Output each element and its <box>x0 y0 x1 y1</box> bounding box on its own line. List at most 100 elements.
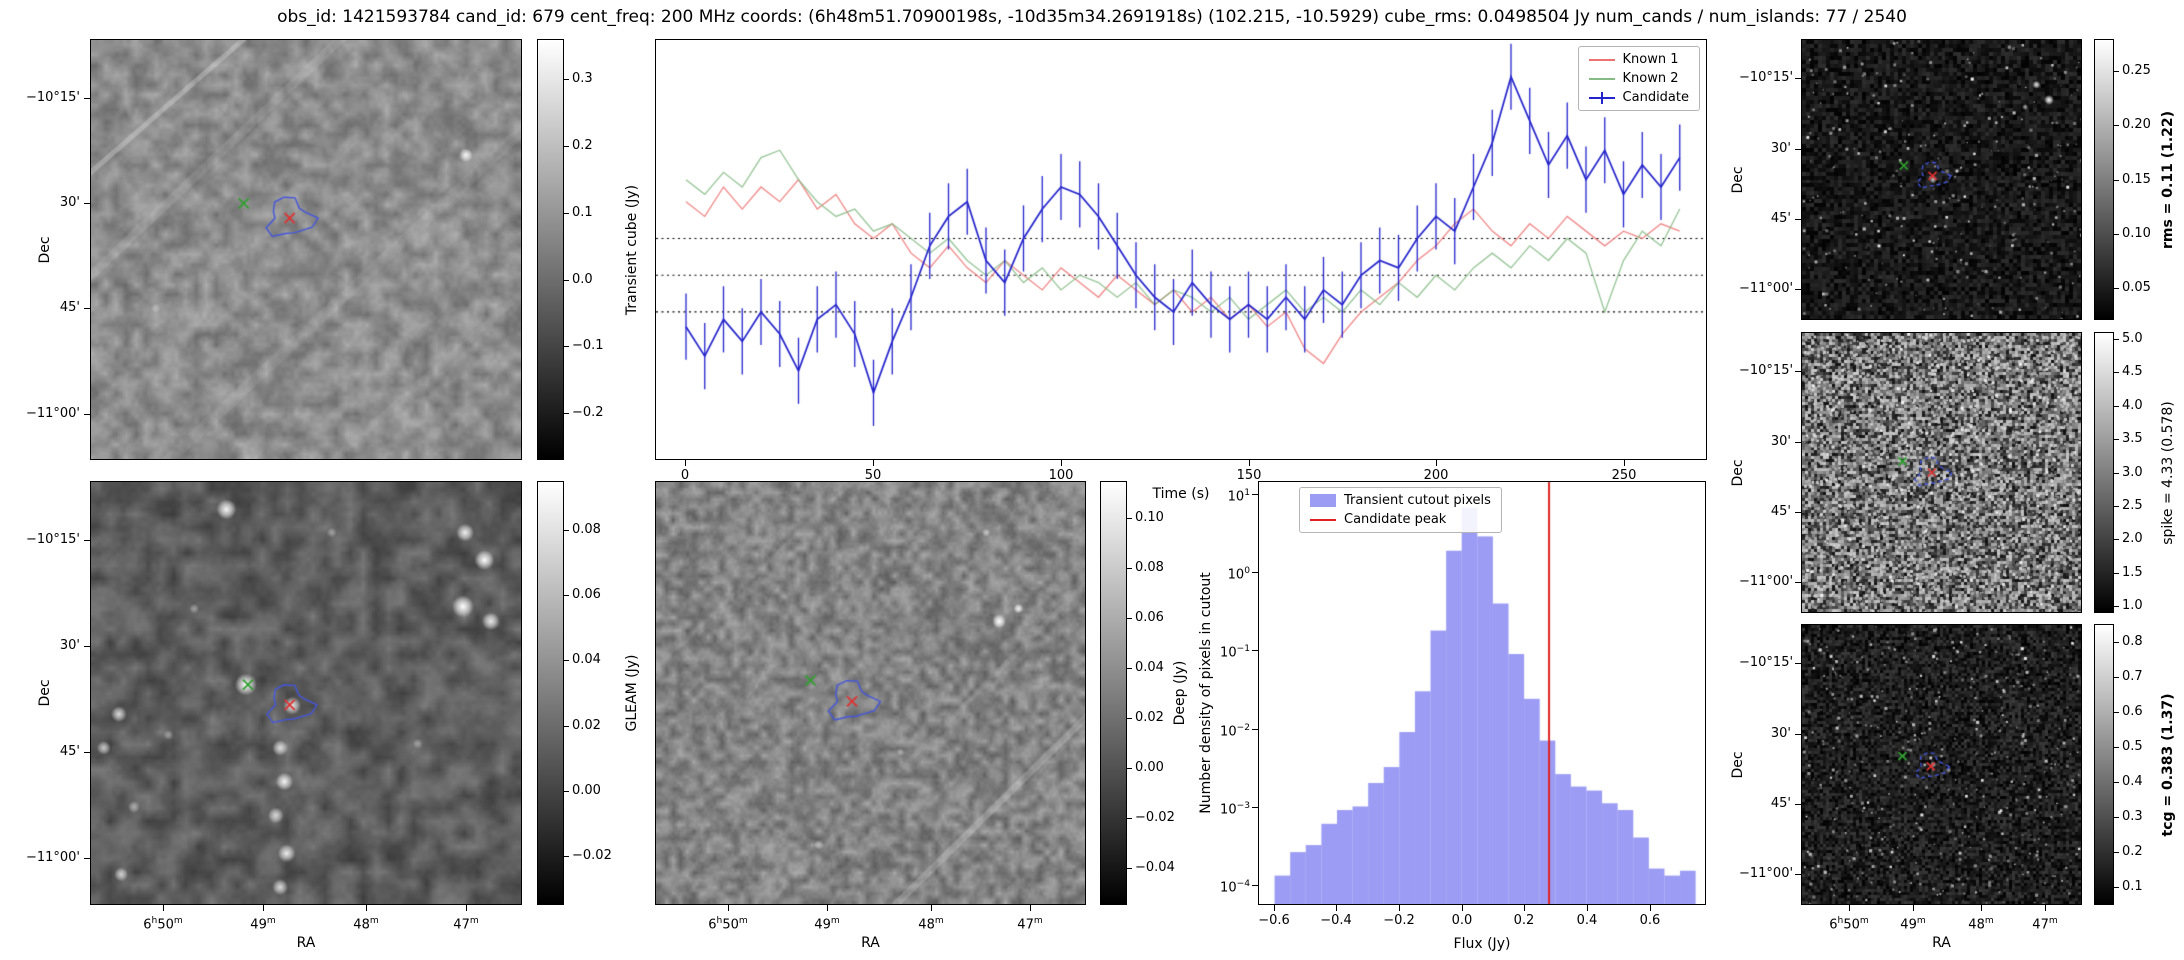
flux-tick-mark <box>1462 905 1463 911</box>
tcg-colorbar <box>2094 624 2114 905</box>
dec-axis-label: Dec <box>1730 458 1746 487</box>
dec-tick-mark <box>84 752 90 753</box>
colorbar-tick-mark <box>2114 539 2119 540</box>
deep-cutout-image <box>656 482 1085 904</box>
transient-cutout-panel <box>90 39 522 460</box>
flux-tick-mark <box>1399 905 1400 911</box>
gleam-colorbar <box>537 481 564 905</box>
colorbar-tick-mark <box>2114 439 2119 440</box>
time-tick-mark <box>1061 460 1062 466</box>
dec-tick-label: −11°00' <box>25 850 80 865</box>
colorbar-tick-label: 0.1 <box>2122 879 2143 894</box>
legend-item-candidate: Candidate <box>1588 90 1689 105</box>
flux-tick-label: 0.6 <box>1639 913 1661 928</box>
figure-title: obs_id: 1421593784 cand_id: 679 cent_fre… <box>277 7 1907 27</box>
dec-tick-mark <box>1795 78 1801 79</box>
ra-tick-label: 47m <box>453 916 479 933</box>
dec-tick-mark <box>84 308 90 309</box>
colorbar-tick-mark <box>1127 518 1132 519</box>
flux-tick-label: −0.4 <box>1320 913 1352 928</box>
time-tick-mark <box>873 460 874 466</box>
dec-tick-mark <box>1795 149 1801 150</box>
colorbar-tick-mark <box>2114 677 2119 678</box>
ra-tick-mark <box>1981 905 1982 911</box>
ra-tick-label: 47m <box>2032 916 2058 933</box>
dec-tick-label: 45' <box>1770 796 1791 811</box>
colorbar-tick-label: 0.0 <box>572 272 593 287</box>
colorbar-tick-mark <box>2114 642 2119 643</box>
colorbar-tick-mark <box>1127 568 1132 569</box>
flux-tick-label: −0.6 <box>1258 913 1290 928</box>
colorbar-tick-label: 0.06 <box>1135 610 1164 625</box>
colorbar-tick-label: 0.20 <box>2122 117 2151 132</box>
colorbar-tick-mark <box>2114 473 2119 474</box>
rms-cutout-panel <box>1801 39 2082 320</box>
time-tick-label: 100 <box>1048 468 1074 483</box>
gleam-colorbar-label: GLEAM (Jy) <box>624 654 640 732</box>
colorbar-tick-label: 0.00 <box>1135 760 1164 775</box>
density-tick-mark <box>1252 885 1258 886</box>
colorbar-tick-mark <box>1127 818 1132 819</box>
ra-tick-mark <box>466 905 467 911</box>
legend-item-cutout-pixels: Transient cutout pixels <box>1310 493 1491 508</box>
dec-tick-label: −10°15' <box>1739 363 1794 378</box>
colorbar-tick-mark <box>2114 180 2119 181</box>
colorbar-tick-mark <box>1127 768 1132 769</box>
colorbar-tick-label: 0.02 <box>1135 710 1164 725</box>
ra-tick-label: 47m <box>1017 916 1043 933</box>
time-tick-mark <box>1624 460 1625 466</box>
dec-tick-label: −11°00' <box>1739 574 1794 589</box>
dec-tick-label: 30' <box>1770 141 1791 156</box>
colorbar-tick-label: −0.04 <box>1135 860 1175 875</box>
colorbar-tick-mark <box>1127 668 1132 669</box>
dec-axis-label: Dec <box>37 679 53 707</box>
ra-tick-mark <box>2045 905 2046 911</box>
colorbar-tick-label: −0.02 <box>572 848 612 863</box>
colorbar-tick-mark <box>564 146 569 147</box>
dec-tick-label: 45' <box>1770 504 1791 519</box>
legend-label-known1: Known 1 <box>1622 52 1679 67</box>
dec-tick-label: −10°15' <box>1739 655 1794 670</box>
ra-tick-label: 6h50m <box>1829 916 1869 933</box>
tcg-colorbar-label: tcg = 0.383 (1.37) <box>2160 693 2176 836</box>
flux-tick-label: −0.2 <box>1383 913 1415 928</box>
colorbar-tick-label: 0.8 <box>2122 634 2143 649</box>
ra-tick-label: 48m <box>918 916 944 933</box>
ra-axis-label: RA <box>1932 935 1951 951</box>
rms-colorbar-label: rms = 0.11 (1.22) <box>2160 110 2176 249</box>
flux-tick-mark <box>1524 905 1525 911</box>
colorbar-tick-mark <box>2114 506 2119 507</box>
pixel-histogram-panel: Transient cutout pixels Candidate peak <box>1258 481 1706 905</box>
colorbar-tick-label: 0.5 <box>2122 739 2143 754</box>
colorbar-tick-label: −0.02 <box>1135 810 1175 825</box>
peak-line-swatch <box>1310 518 1336 521</box>
legend-item-known2: Known 2 <box>1588 71 1689 86</box>
colorbar-tick-mark <box>2114 817 2119 818</box>
colorbar-tick-mark <box>1127 618 1132 619</box>
legend-label-candidate: Candidate <box>1622 90 1689 105</box>
dec-tick-label: 30' <box>1770 434 1791 449</box>
ra-tick-label: 49m <box>1900 916 1926 933</box>
legend-item-known1: Known 1 <box>1588 52 1689 67</box>
legend-label-cutout-pixels: Transient cutout pixels <box>1344 493 1491 508</box>
colorbar-tick-label: 0.2 <box>2122 844 2143 859</box>
colorbar-tick-label: 0.3 <box>572 71 593 86</box>
flux-tick-mark <box>1336 905 1337 911</box>
dec-tick-mark <box>1795 582 1801 583</box>
time-axis-label: Time (s) <box>1152 486 1210 502</box>
colorbar-tick-mark <box>564 856 569 857</box>
rms-colorbar <box>2094 39 2114 320</box>
tcg-cutout-image <box>1802 625 2081 904</box>
ra-tick-mark <box>263 905 264 911</box>
colorbar-tick-label: 2.5 <box>2122 498 2143 513</box>
colorbar-tick-label: 0.04 <box>1135 660 1164 675</box>
colorbar-tick-label: 0.3 <box>2122 809 2143 824</box>
lightcurve-panel: Known 1 Known 2 Candidate <box>655 39 1707 460</box>
dec-tick-label: −11°00' <box>1739 866 1794 881</box>
colorbar-tick-label: −0.1 <box>572 338 604 353</box>
colorbar-tick-mark <box>2114 406 2119 407</box>
ra-tick-label: 49m <box>814 916 840 933</box>
spike-cutout-panel <box>1801 332 2082 613</box>
ra-tick-mark <box>827 905 828 911</box>
flux-tick-mark <box>1650 905 1651 911</box>
